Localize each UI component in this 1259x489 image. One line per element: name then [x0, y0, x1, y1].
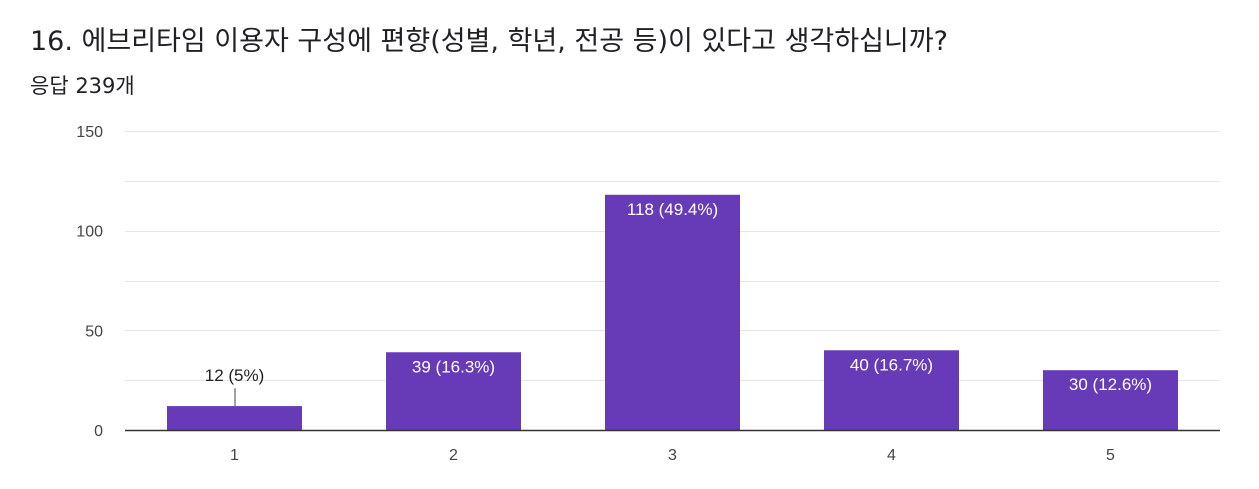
bar-4 [824, 350, 959, 430]
bar-3 [605, 194, 740, 430]
y-tick-label: 150 [76, 124, 103, 141]
y-tick-label: 100 [76, 224, 103, 241]
bar-5 [1043, 370, 1178, 430]
y-axis-ticks: 0 50 100 150 [76, 124, 103, 440]
bar-1 [167, 406, 302, 430]
data-label: 39 (16.3%) [412, 357, 495, 376]
x-tick-label: 2 [449, 447, 458, 464]
x-tick-label: 1 [230, 447, 239, 464]
question-title: 16. 에브리타임 이용자 구성에 편향(성별, 학년, 전공 등)이 있다고 … [30, 26, 948, 57]
x-tick-label: 4 [887, 447, 896, 464]
data-label: 118 (49.4%) [627, 200, 718, 219]
bar-2 [386, 352, 521, 430]
data-label: 40 (16.7%) [850, 355, 933, 374]
x-tick-label: 3 [668, 447, 677, 464]
x-tick-label: 5 [1106, 447, 1115, 464]
y-tick-label: 50 [85, 323, 103, 340]
data-label: 12 (5%) [205, 366, 265, 385]
data-labels: 12 (5%) 39 (16.3%) 118 (49.4%) 40 (16.7%) 30… [205, 200, 1152, 407]
data-label: 30 (12.6%) [1069, 375, 1152, 394]
x-axis-ticks: 1 2 3 4 5 [230, 447, 1115, 464]
y-tick-label: 0 [94, 423, 103, 440]
response-count: 응답 239개 [30, 74, 135, 98]
bars [167, 194, 1178, 430]
